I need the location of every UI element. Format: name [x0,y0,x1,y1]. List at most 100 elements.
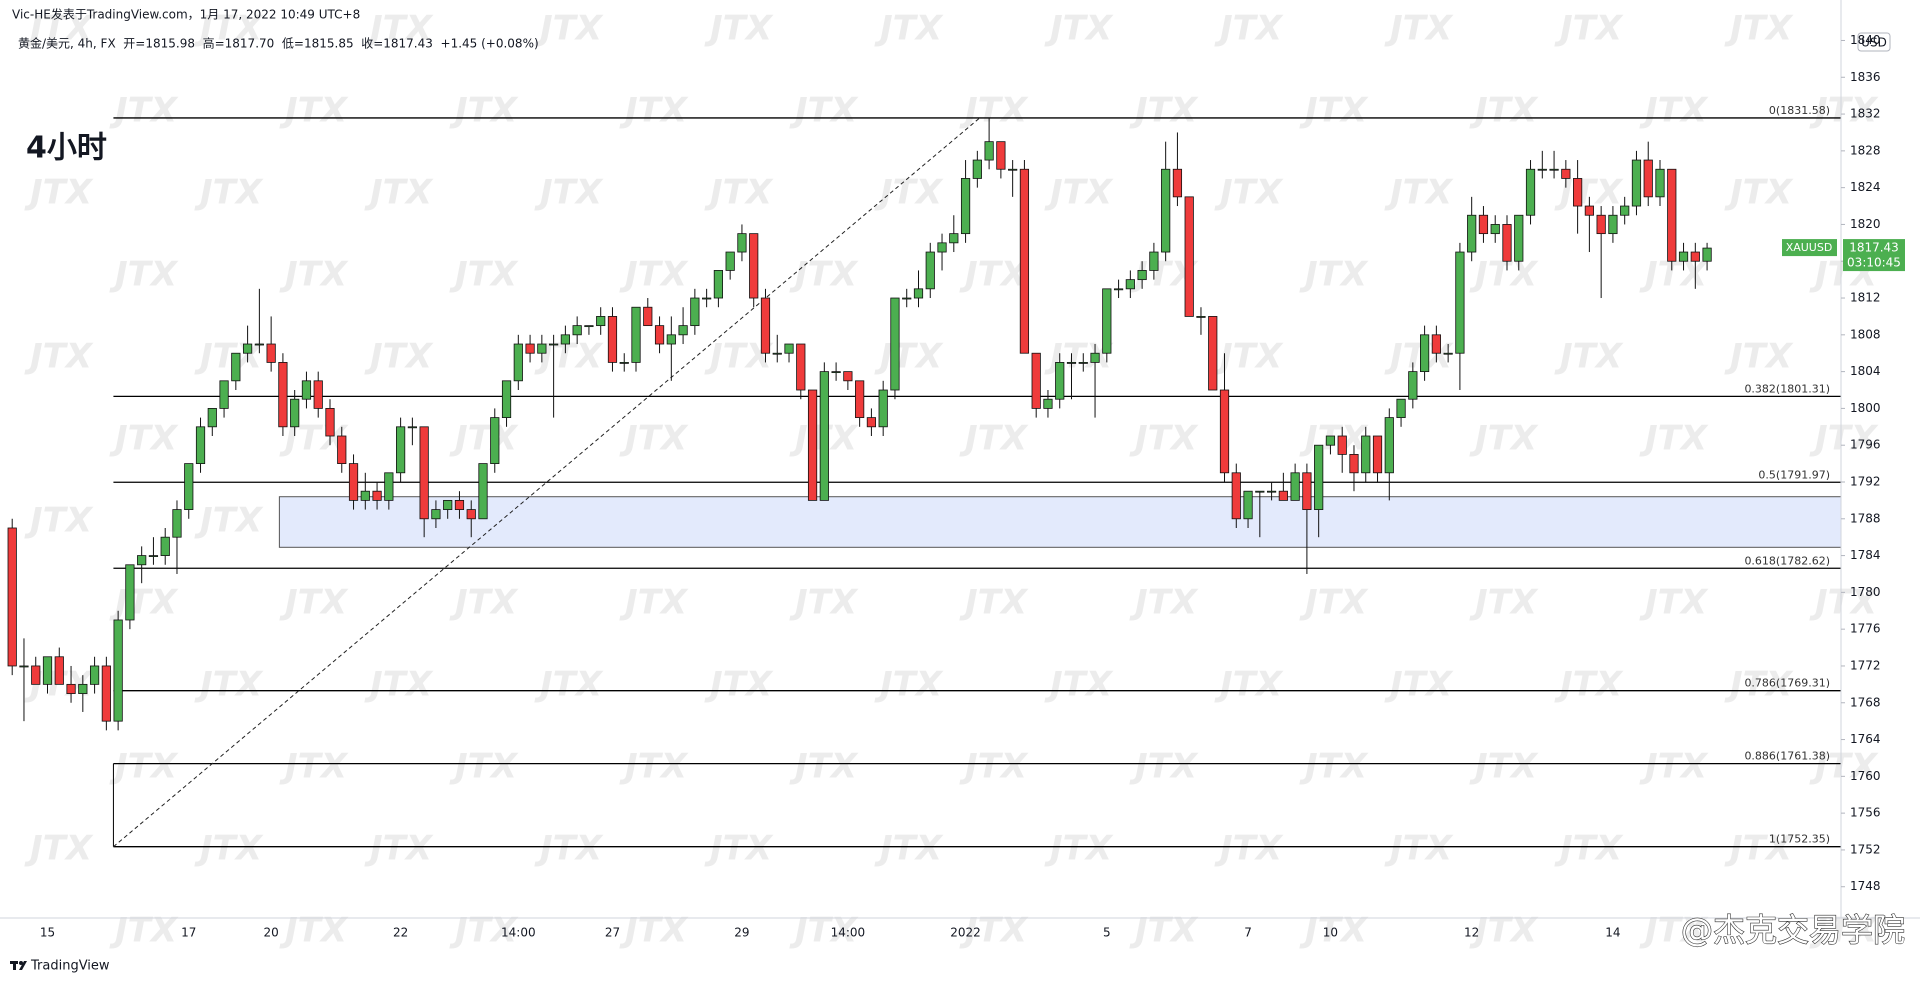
candle-body [1266,490,1277,493]
candle-body [1113,288,1124,291]
candle-body [1290,472,1300,501]
candle-body [1478,214,1489,235]
x-tick-label: 17 [181,926,196,940]
candle-body [1019,168,1030,354]
candle-body [443,499,453,510]
y-tick-label: 1796 [1850,438,1881,452]
watermark-text: JTX [789,583,859,623]
candle-body [666,334,676,345]
candle-body [925,251,935,290]
candle-body [678,325,688,336]
candle-body [148,555,159,557]
watermark-text: JTX [1129,91,1199,131]
watermark-text: JTX [1384,173,1454,213]
candle-body [1325,435,1336,446]
candle-body [19,665,29,668]
x-tick-label: 29 [734,926,749,940]
candle-body [1537,168,1547,171]
currency-label: USD [1861,36,1887,50]
watermark-text: JTX [109,419,179,459]
watermark-text: JTX [874,829,944,869]
x-tick-label: 2022 [950,926,981,940]
candle-body [54,656,64,685]
watermark-text: JTX [449,255,519,295]
candle-body [866,417,877,428]
watermark-text: JTX [1129,747,1199,787]
fib-level-label: 0(1831.58) [1769,104,1830,117]
watermark-text: JTX [1384,337,1454,377]
candle-body [478,463,488,520]
fib-level-label: 1(1752.35) [1769,833,1830,846]
watermark-text: JTX [1724,337,1794,377]
x-tick-label: 7 [1244,926,1252,940]
watermark-text: JTX [534,173,604,213]
candle-body [537,343,547,354]
watermark-text: JTX [619,255,689,295]
fib-level-label: 0.382(1801.31) [1744,382,1830,395]
candle-body [1455,251,1465,354]
price-tag [1843,239,1905,272]
candle-body [1420,334,1430,373]
candle-body [560,334,570,345]
candle-body [1055,362,1065,400]
candle-body [960,178,971,235]
candle-body [1008,168,1018,171]
watermark-text: JTX [1724,9,1794,49]
watermark-text: JTX [1724,829,1794,869]
watermark-text: JTX [109,91,179,131]
candle-body [631,306,641,363]
watermark-text: JTX [1469,91,1539,131]
y-tick-label: 1836 [1850,70,1881,84]
candle-body [207,408,217,428]
x-tick-label: 20 [263,926,278,940]
candle-body [1172,168,1183,198]
watermark-text: JTX [1639,583,1709,623]
watermark-text: JTX [194,9,264,49]
currency-badge[interactable] [1857,32,1891,52]
watermark-text: JTX [1214,829,1284,869]
candle-body [160,536,170,556]
candle-body [1690,251,1700,262]
x-tick-label: 27 [605,926,620,940]
watermark-text: JTX [874,665,944,705]
watermark-text: JTX [704,173,774,213]
x-tick-label: 14 [1605,926,1620,940]
candle-body [772,352,782,355]
candle-body [231,352,241,382]
x-tick-label: 14:00 [501,926,536,940]
candle-body [831,371,841,374]
candle-body [101,665,111,722]
candle-body [1066,362,1077,364]
candle-body [219,380,229,409]
watermark-text: JTX [364,9,434,49]
candle-body [902,297,912,300]
candle-body [1137,270,1147,281]
candle-body [1184,196,1194,317]
watermark-text: JTX [1554,665,1624,705]
candle-body [78,683,88,694]
symbol-legend: 黄金/美元, 4h, FX 开=1815.98 高=1817.70 低=1815… [18,36,539,51]
watermark-layer: JTX JTX JTX JTX JTX JTX JTX JTX JTX JTX JTX JTX JTX J… [24,9,1879,951]
ticker-tag [1782,239,1837,257]
x-tick-label: 12 [1464,926,1479,940]
candle-body [1372,435,1383,474]
watermark-text: JTX [619,91,689,131]
watermark-text: JTX [194,665,264,705]
watermark-text: JTX [1044,173,1114,213]
watermark-text: JTX [534,829,604,869]
watermark-text: JTX [279,91,349,131]
plot-area [7,117,1842,848]
watermark-text: JTX [1639,911,1709,951]
candle-body [42,656,53,685]
fib-level-label: 0.886(1761.38) [1744,750,1830,763]
candle-body [1361,435,1371,474]
candle-body [619,362,629,364]
candle-body [31,665,41,685]
candle-body [937,242,947,253]
y-tick-label: 1800 [1850,401,1881,415]
watermark-text: JTX [109,747,179,787]
x-tick-label: 15 [40,926,55,940]
watermark-text: JTX [1214,337,1284,377]
candle-body [760,297,771,354]
